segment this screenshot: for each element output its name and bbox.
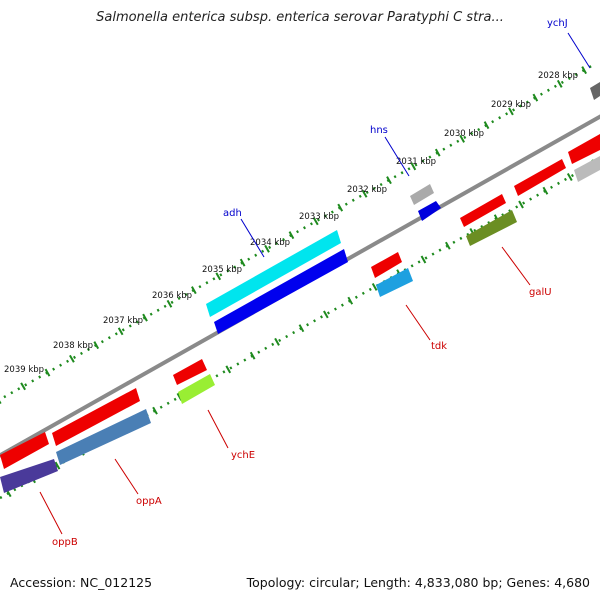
gene-label-leaders: [39, 32, 591, 535]
track-tick: [298, 324, 305, 333]
track-tick: [54, 461, 61, 470]
accession-text: Accession: NC_012125: [10, 575, 153, 590]
track-tick: [371, 283, 378, 291]
track-tick: [542, 186, 549, 195]
track-tick: [20, 382, 26, 391]
track-tick: [566, 173, 573, 181]
track-tick: [532, 93, 539, 102]
genome-summary-text: Topology: circular; Length: 4,833,080 bp…: [246, 575, 590, 590]
track-tick: [581, 66, 587, 75]
inner-tick-track: [0, 158, 600, 500]
kbp-label: 2033 kbp: [299, 212, 339, 222]
track-tick: [264, 244, 270, 253]
track-tick: [445, 241, 451, 250]
kbp-label: 2037 kbp: [103, 316, 143, 326]
track-tick: [459, 134, 465, 143]
gene-feature-ychE[interactable]: [178, 374, 215, 404]
gene-label-oppA[interactable]: oppA: [136, 496, 162, 507]
gene-feature-galU[interactable]: [466, 210, 517, 246]
gene-feature[interactable]: [52, 388, 140, 446]
gene-labels: ychJ hns adh galU tdk ychE oppA oppB: [52, 18, 568, 548]
kbp-label: 2029 kbp: [491, 100, 531, 110]
outer-tick-track: [0, 62, 596, 401]
gene-feature[interactable]: [460, 194, 506, 227]
gene-feature[interactable]: [568, 134, 600, 164]
track-tick: [249, 351, 256, 360]
gene-feature-adh-neighbor[interactable]: [206, 230, 341, 317]
track-tick: [347, 296, 354, 305]
track-tick: [225, 365, 232, 374]
track-tick: [323, 310, 329, 319]
gene-feature[interactable]: [173, 359, 207, 385]
gene-feature[interactable]: [514, 159, 566, 196]
kbp-label: 2032 kbp: [347, 185, 387, 195]
map-title: Salmonella enterica subsp. enterica sero…: [96, 10, 504, 25]
track-tick: [434, 148, 441, 157]
track-tick: [142, 313, 148, 322]
gene-feature-tdk[interactable]: [376, 268, 413, 297]
track-tick: [191, 286, 197, 295]
track-tick: [556, 79, 563, 88]
track-tick: [69, 354, 75, 363]
track-tick: [337, 203, 344, 212]
gene-feature-hns-neighbor[interactable]: [410, 184, 434, 205]
track-tick: [93, 341, 100, 350]
gene-label-oppB[interactable]: oppB: [52, 537, 78, 548]
kbp-label: 2028 kbp: [538, 71, 578, 81]
gene-label-galU[interactable]: galU: [529, 287, 552, 298]
kbp-label: 2035 kbp: [202, 265, 242, 275]
major-ticks: [0, 66, 598, 498]
gene-feature[interactable]: [574, 156, 600, 182]
kbp-label: 2034 kbp: [250, 238, 290, 248]
kbp-label: 2038 kbp: [53, 341, 93, 351]
gene-feature[interactable]: [0, 432, 49, 469]
track-tick: [410, 162, 417, 171]
kbp-label: 2031 kbp: [396, 157, 436, 167]
gene-feature[interactable]: [371, 252, 402, 278]
gene-feature-ychJ[interactable]: [590, 82, 600, 100]
kbp-label: 2039 kbp: [4, 365, 44, 375]
reverse-strand-genes: [0, 156, 600, 493]
track-tick: [508, 107, 514, 116]
kbp-label: 2036 kbp: [152, 291, 192, 301]
gene-label-tdk[interactable]: tdk: [431, 341, 447, 352]
track-tick: [288, 231, 295, 240]
gene-feature-adh[interactable]: [214, 249, 348, 334]
track-tick: [420, 255, 427, 264]
gene-label-adh[interactable]: adh: [223, 208, 242, 219]
gene-label-ychE[interactable]: ychE: [231, 450, 255, 461]
track-tick: [44, 368, 51, 377]
track-tick: [0, 400, 2, 405]
kbp-label: 2030 kbp: [444, 129, 484, 139]
gene-feature-oppA[interactable]: [56, 409, 151, 465]
track-tick: [152, 406, 158, 415]
track-tick: [239, 258, 246, 267]
gene-label-ychJ[interactable]: ychJ: [547, 18, 568, 29]
track-tick: [386, 176, 392, 185]
track-tick: [215, 272, 222, 281]
track-tick: [117, 327, 124, 336]
track-tick: [166, 299, 173, 308]
track-tick: [518, 200, 524, 209]
gene-label-hns[interactable]: hns: [370, 125, 388, 136]
forward-strand-genes: [0, 82, 600, 469]
track-tick: [312, 217, 319, 226]
gene-feature-hns[interactable]: [418, 201, 441, 221]
kbp-labels: 2028 kbp 2029 kbp 2030 kbp 2031 kbp 2032…: [4, 71, 578, 375]
track-tick: [361, 189, 368, 198]
track-tick: [483, 121, 490, 130]
gene-feature-oppB[interactable]: [0, 459, 58, 493]
track-tick: [274, 337, 280, 346]
